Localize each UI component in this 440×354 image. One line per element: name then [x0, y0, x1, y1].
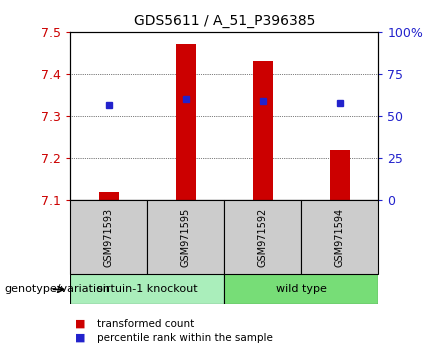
Bar — [176, 45, 195, 200]
Bar — [70, 274, 224, 304]
Text: genotype/variation: genotype/variation — [4, 284, 110, 295]
Text: GSM971592: GSM971592 — [258, 207, 268, 267]
Text: GSM971595: GSM971595 — [181, 207, 191, 267]
Text: wild type: wild type — [276, 284, 327, 295]
Bar — [224, 274, 378, 304]
Bar — [70, 200, 147, 274]
Text: ■: ■ — [75, 319, 85, 329]
Bar — [253, 61, 272, 200]
Title: GDS5611 / A_51_P396385: GDS5611 / A_51_P396385 — [134, 14, 315, 28]
Bar — [99, 192, 118, 200]
Bar — [301, 200, 378, 274]
Text: GSM971594: GSM971594 — [335, 207, 345, 267]
Bar — [330, 150, 349, 200]
Bar — [224, 200, 301, 274]
Text: ■: ■ — [75, 333, 85, 343]
Text: percentile rank within the sample: percentile rank within the sample — [97, 333, 273, 343]
Text: sirtuin-1 knockout: sirtuin-1 knockout — [97, 284, 198, 295]
Bar — [147, 200, 224, 274]
Text: GSM971593: GSM971593 — [104, 207, 114, 267]
Text: transformed count: transformed count — [97, 319, 194, 329]
